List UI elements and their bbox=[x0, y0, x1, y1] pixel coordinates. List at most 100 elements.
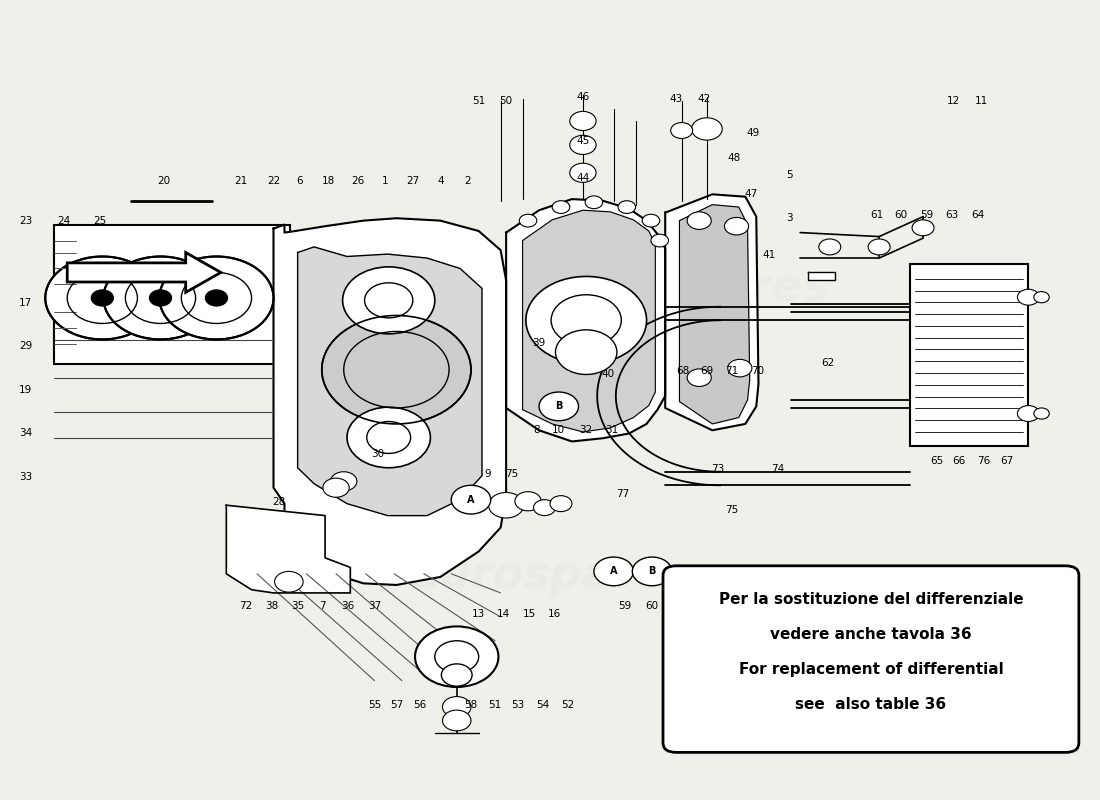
Text: 77: 77 bbox=[616, 489, 629, 499]
Text: 15: 15 bbox=[522, 609, 536, 618]
Text: 24: 24 bbox=[57, 216, 70, 226]
Circle shape bbox=[1034, 408, 1049, 419]
Text: 18: 18 bbox=[321, 176, 336, 186]
Text: 44: 44 bbox=[576, 174, 590, 183]
Text: eurospares: eurospares bbox=[532, 266, 830, 311]
Circle shape bbox=[725, 218, 749, 235]
Circle shape bbox=[552, 201, 570, 214]
Text: 33: 33 bbox=[19, 472, 32, 482]
Text: 49: 49 bbox=[747, 128, 760, 138]
Circle shape bbox=[519, 214, 537, 227]
Text: 7: 7 bbox=[320, 601, 327, 610]
Circle shape bbox=[1018, 406, 1040, 422]
Text: 74: 74 bbox=[771, 464, 784, 474]
Circle shape bbox=[550, 496, 572, 512]
Text: eurospares: eurospares bbox=[270, 362, 568, 406]
Text: B: B bbox=[556, 402, 562, 411]
Text: 22: 22 bbox=[267, 176, 280, 186]
Text: 59: 59 bbox=[920, 210, 933, 220]
Text: 60: 60 bbox=[646, 601, 659, 610]
Text: 65: 65 bbox=[931, 456, 944, 466]
Text: 13: 13 bbox=[472, 609, 485, 618]
Circle shape bbox=[442, 710, 471, 731]
Circle shape bbox=[570, 111, 596, 130]
Text: 68: 68 bbox=[676, 366, 690, 375]
Text: 4: 4 bbox=[437, 176, 443, 186]
Circle shape bbox=[515, 492, 541, 511]
Circle shape bbox=[346, 407, 430, 468]
Circle shape bbox=[1018, 290, 1040, 305]
Circle shape bbox=[45, 257, 159, 339]
Text: 36: 36 bbox=[341, 601, 354, 610]
Circle shape bbox=[632, 557, 672, 586]
Text: 73: 73 bbox=[712, 464, 725, 474]
Text: 70: 70 bbox=[751, 366, 763, 375]
Circle shape bbox=[150, 290, 172, 306]
Circle shape bbox=[585, 196, 603, 209]
Circle shape bbox=[688, 369, 712, 386]
Text: 9: 9 bbox=[484, 469, 491, 479]
Text: 14: 14 bbox=[497, 609, 510, 618]
Circle shape bbox=[556, 330, 617, 374]
Text: 56: 56 bbox=[412, 699, 426, 710]
Text: 60: 60 bbox=[894, 210, 908, 220]
Text: 23: 23 bbox=[19, 216, 32, 226]
Text: 45: 45 bbox=[576, 136, 590, 146]
Text: 35: 35 bbox=[292, 601, 305, 610]
Circle shape bbox=[570, 163, 596, 182]
Text: 12: 12 bbox=[947, 96, 960, 106]
Text: Per la sostituzione del differenziale: Per la sostituzione del differenziale bbox=[718, 592, 1023, 607]
Text: 64: 64 bbox=[971, 210, 984, 220]
Text: 25: 25 bbox=[94, 216, 107, 226]
Text: 34: 34 bbox=[19, 429, 32, 438]
Polygon shape bbox=[807, 273, 835, 281]
Text: 31: 31 bbox=[605, 426, 618, 435]
Circle shape bbox=[331, 472, 356, 491]
Circle shape bbox=[488, 493, 524, 518]
Text: 30: 30 bbox=[371, 450, 384, 459]
Text: 6: 6 bbox=[297, 176, 304, 186]
Circle shape bbox=[642, 214, 660, 227]
Text: 58: 58 bbox=[464, 699, 477, 710]
Text: 42: 42 bbox=[697, 94, 711, 104]
Circle shape bbox=[103, 257, 218, 339]
Circle shape bbox=[275, 571, 304, 592]
Text: 76: 76 bbox=[977, 456, 990, 466]
Text: 2: 2 bbox=[464, 176, 471, 186]
Text: 50: 50 bbox=[499, 96, 513, 106]
Text: 69: 69 bbox=[701, 366, 714, 375]
FancyBboxPatch shape bbox=[663, 566, 1079, 752]
Text: 39: 39 bbox=[532, 338, 546, 347]
Circle shape bbox=[671, 122, 693, 138]
Circle shape bbox=[688, 212, 712, 230]
Text: For replacement of differential: For replacement of differential bbox=[738, 662, 1003, 677]
Text: 37: 37 bbox=[367, 601, 381, 610]
Circle shape bbox=[206, 290, 228, 306]
Circle shape bbox=[415, 626, 498, 687]
Text: 51: 51 bbox=[488, 699, 502, 710]
Text: 59: 59 bbox=[618, 601, 631, 610]
Circle shape bbox=[342, 267, 435, 334]
Text: 40: 40 bbox=[602, 369, 615, 378]
Text: 11: 11 bbox=[975, 96, 988, 106]
Text: 32: 32 bbox=[580, 426, 593, 435]
Polygon shape bbox=[666, 194, 759, 430]
Text: 5: 5 bbox=[785, 170, 792, 180]
Text: 62: 62 bbox=[821, 358, 834, 367]
Text: 54: 54 bbox=[536, 699, 549, 710]
Text: 1: 1 bbox=[382, 176, 388, 186]
Circle shape bbox=[594, 557, 634, 586]
Circle shape bbox=[539, 392, 579, 421]
Circle shape bbox=[728, 359, 752, 377]
Text: 63: 63 bbox=[945, 210, 958, 220]
Text: 71: 71 bbox=[726, 366, 739, 375]
Text: 41: 41 bbox=[762, 250, 777, 260]
Text: 52: 52 bbox=[561, 699, 574, 710]
FancyBboxPatch shape bbox=[910, 265, 1028, 446]
FancyBboxPatch shape bbox=[54, 225, 290, 364]
Circle shape bbox=[323, 478, 349, 498]
Text: 72: 72 bbox=[240, 601, 253, 610]
Polygon shape bbox=[67, 253, 221, 292]
Text: 19: 19 bbox=[19, 385, 32, 394]
Text: 61: 61 bbox=[870, 210, 883, 220]
